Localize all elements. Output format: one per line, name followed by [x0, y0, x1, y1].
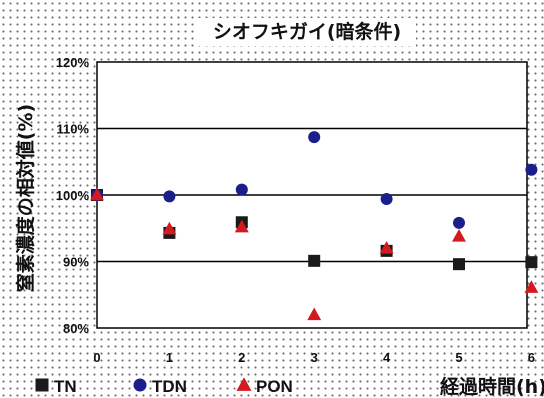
x-tick-label: 1	[166, 350, 173, 365]
pon-point	[162, 221, 177, 235]
series-pon	[90, 187, 539, 321]
y-tick-label: 90%	[63, 255, 89, 270]
y-tick-label: 110%	[56, 122, 89, 137]
tn-point	[453, 258, 465, 271]
x-tick-label: 0	[93, 350, 100, 365]
pon-point	[90, 187, 104, 201]
x-tick-label: 6	[528, 350, 535, 365]
legend-marker-tn	[35, 378, 49, 392]
legend-label-tn: TN	[54, 377, 77, 396]
tdn-point	[525, 163, 538, 176]
x-tick-label: 5	[455, 350, 462, 365]
x-tick-label: 3	[311, 350, 318, 365]
legend-marker-tdn	[133, 378, 147, 392]
x-tick-label: 4	[383, 350, 391, 365]
tn-point	[525, 256, 538, 269]
x-tick-label: 2	[238, 350, 245, 365]
pon-point	[234, 219, 249, 233]
pon-point	[379, 241, 394, 254]
legend-item-pon: PON	[236, 377, 293, 396]
x-axis-title: 経過時間(h)	[440, 375, 544, 398]
chart-title: シオフキガイ(暗条件)	[213, 20, 401, 43]
tdn-point	[453, 216, 465, 229]
legend-item-tn: TN	[35, 377, 77, 396]
data-marks	[90, 131, 539, 321]
y-tick-label: 80%	[63, 321, 89, 336]
y-tick-label: 100%	[56, 188, 90, 203]
title-box	[198, 18, 416, 46]
y-axis-title: 窒素濃度の相対値(%)	[14, 104, 37, 292]
legend-label-pon: PON	[256, 377, 293, 396]
pon-point	[524, 280, 539, 293]
pon-point	[307, 307, 322, 321]
tdn-point	[235, 183, 248, 196]
x-tick-labels: 0 1 2 3 4 5 6	[93, 350, 535, 365]
legend-marker-pon	[236, 377, 252, 391]
tn-point	[308, 254, 321, 267]
pon-point	[452, 229, 466, 242]
legend-item-tdn: TDN	[133, 377, 187, 396]
tdn-point	[163, 190, 176, 203]
legend-label-tdn: TDN	[152, 377, 187, 396]
tdn-point	[308, 131, 321, 144]
y-tick-label: 120%	[56, 55, 90, 70]
tdn-point	[380, 192, 393, 205]
y-tick-labels: 80% 90% 100% 110% 120%	[56, 55, 90, 336]
legend: TN TDN PON	[35, 377, 293, 396]
